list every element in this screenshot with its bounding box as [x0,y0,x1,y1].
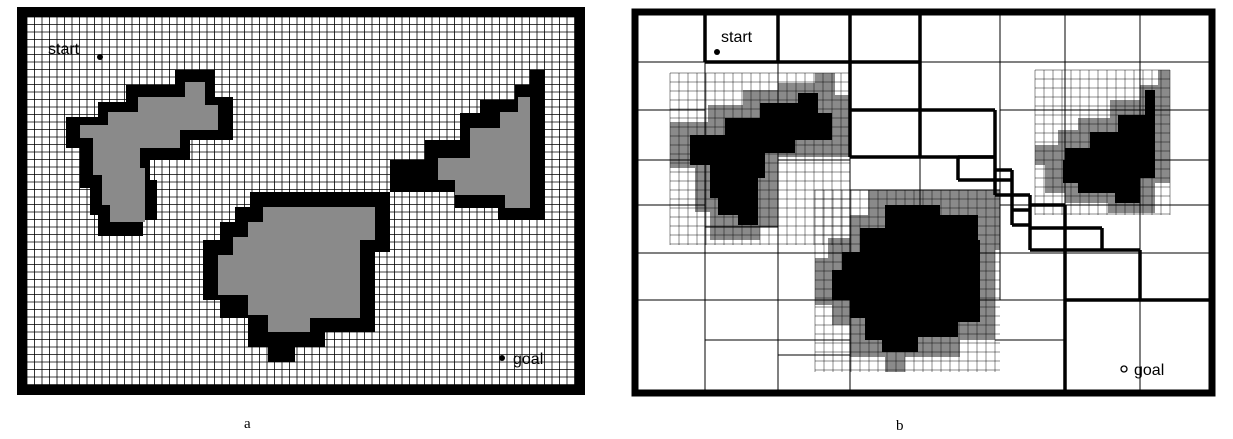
obstacle-1-core [690,93,832,225]
start-marker [97,54,103,60]
panel-b-quadtree-lines [635,12,1212,393]
quadtree-fine-cells [669,69,1171,372]
obstacle-1-core [80,82,218,222]
panel-b-caption: b [896,418,904,434]
obstacle-2-core [1063,90,1155,203]
panel-a-caption: a [244,416,251,432]
start-label: start [721,29,753,46]
panel-a-obstacles [66,70,545,362]
panel-b-quadtree: start goal b [631,8,1216,434]
obstacle-3-core [218,207,375,332]
panel-b-border [631,8,1216,397]
goal-label: goal [1134,362,1164,379]
goal-marker [1120,365,1128,373]
start-label: start [48,41,80,58]
panel-a-border [17,7,585,395]
goal-label: goal [513,351,543,368]
goal-marker [499,355,505,361]
panel-a-occupancy-grid: start goal a [17,7,585,432]
obstacle-1-outline [66,70,233,236]
obstacle-2-core [438,97,530,208]
start-marker [714,49,720,55]
